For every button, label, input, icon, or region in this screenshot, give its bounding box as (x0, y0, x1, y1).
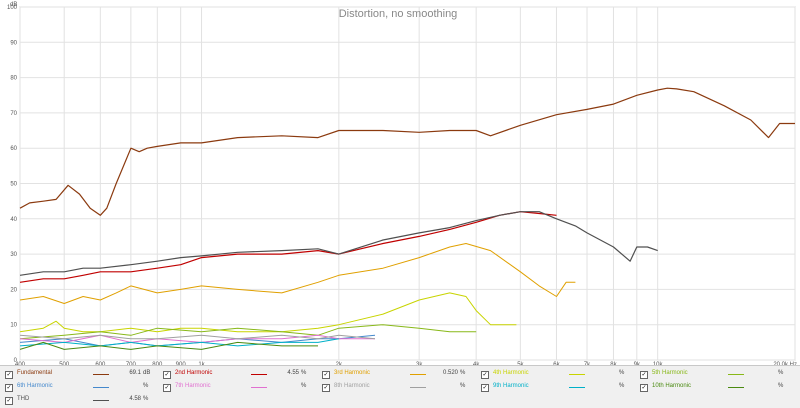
legend-item[interactable]: ✓ 3rd Harmonic 0.520% (322, 368, 477, 381)
legend-value: 4.55 (287, 370, 299, 376)
legend-checkbox[interactable]: ✓ (640, 384, 648, 392)
y-tick-label: 30 (10, 252, 17, 258)
legend-series-name: 4th Harmonic (493, 370, 529, 376)
series-line-10th-harmonic (19, 341, 318, 350)
legend-series-name: 8th Harmonic (334, 383, 370, 389)
legend-unit: % (619, 370, 625, 376)
legend-series-name: 7th Harmonic (175, 383, 211, 389)
x-tick-label: 8k (610, 362, 617, 365)
x-tick-label: 6k (553, 362, 560, 365)
series-line-5th-harmonic (19, 324, 477, 340)
series-line-thd (19, 211, 658, 276)
x-tick-label: 9k (634, 362, 641, 365)
chart-title: Distortion, no smoothing (339, 8, 458, 20)
legend-line-swatch (93, 387, 109, 388)
legend-value: 0.520 (442, 370, 458, 376)
legend-line-swatch (251, 374, 267, 375)
y-tick-label: 0 (14, 358, 18, 364)
legend-series-name: Fundamental (17, 370, 53, 376)
legend-item[interactable]: ✓ 2nd Harmonic 4.55% (163, 368, 318, 381)
series-line-8th-harmonic (19, 334, 376, 340)
legend-checkbox[interactable]: ✓ (5, 397, 13, 405)
legend-value: 69.1 (129, 370, 141, 376)
legend-line-swatch (251, 387, 267, 388)
x-tick-label: 7k (584, 362, 591, 365)
legend-unit: dB (143, 370, 151, 376)
x-tick-label: 500 (59, 362, 70, 365)
y-tick-label: 10 (10, 323, 17, 329)
legend-unit: % (778, 383, 784, 389)
y-tick-label: 100 (7, 5, 18, 11)
legend-series-name: 3rd Harmonic (334, 370, 371, 376)
series-line-9th-harmonic (19, 338, 339, 347)
x-tick-label: 900 (176, 362, 187, 365)
legend-checkbox[interactable]: ✓ (163, 384, 171, 392)
legend-item[interactable]: ✓ 8th Harmonic% (322, 381, 477, 394)
y-tick-label: 70 (10, 111, 17, 117)
legend-checkbox[interactable]: ✓ (322, 371, 330, 379)
legend-series-name: 2nd Harmonic (175, 370, 213, 376)
legend-item[interactable]: ✓ 5th Harmonic% (640, 368, 795, 381)
legend-line-swatch (569, 387, 585, 388)
x-tick-label: 3k (416, 362, 423, 365)
y-axis-unit: dB (10, 2, 17, 8)
legend-checkbox[interactable]: ✓ (481, 371, 489, 379)
legend-checkbox[interactable]: ✓ (5, 371, 13, 379)
x-tick-label: 2k (336, 362, 343, 365)
y-tick-label: 60 (10, 146, 17, 152)
legend-unit: % (460, 383, 466, 389)
legend-unit: % (143, 396, 149, 402)
x-tick-label: 700 (126, 362, 137, 365)
legend-line-swatch (728, 387, 744, 388)
legend-series-name: THD (17, 396, 30, 402)
legend-item[interactable]: ✓ 10th Harmonic% (640, 381, 795, 394)
x-tick-label: 800 (152, 362, 163, 365)
x-tick-label: 1k (198, 362, 205, 365)
y-tick-label: 20 (10, 287, 17, 293)
legend-item[interactable]: ✓ 6th Harmonic% (5, 381, 160, 394)
legend-checkbox[interactable]: ✓ (5, 384, 13, 392)
series-line-4th-harmonic (19, 292, 517, 333)
legend-line-swatch (728, 374, 744, 375)
legend-item[interactable]: ✓ 9th Harmonic% (481, 381, 636, 394)
series-line-fundamental (19, 87, 795, 216)
legend-unit: % (619, 383, 625, 389)
legend-line-swatch (93, 374, 109, 375)
legend-checkbox[interactable]: ✓ (163, 371, 171, 379)
y-tick-label: 90 (10, 40, 17, 46)
y-tick-label: 80 (10, 76, 17, 82)
legend-line-swatch (569, 374, 585, 375)
legend-checkbox[interactable]: ✓ (481, 384, 489, 392)
y-tick-label: 50 (10, 182, 17, 188)
legend-line-swatch (93, 400, 109, 401)
legend-series-name: 10th Harmonic (652, 383, 692, 389)
legend-series-name: 6th Harmonic (17, 383, 53, 389)
y-tick-label: 40 (10, 217, 17, 223)
legend-item[interactable]: ✓ Fundamental 69.1 dB (5, 368, 160, 381)
legend-item[interactable]: ✓ 7th Harmonic% (163, 381, 318, 394)
x-tick-label: 4k (473, 362, 480, 365)
legend-series-name: 9th Harmonic (493, 383, 529, 389)
legend-item[interactable]: ✓ 4th Harmonic% (481, 368, 636, 381)
legend-value: 4.58 (129, 396, 141, 402)
legend-series-name: 5th Harmonic (652, 370, 688, 376)
x-tick-label: 400 (15, 362, 26, 365)
legend-unit: % (301, 383, 307, 389)
x-tick-label: 600 (95, 362, 106, 365)
legend-item[interactable]: ✓ THD 4.58% (5, 394, 160, 407)
x-tick-label: 5k (517, 362, 524, 365)
legend-unit: % (460, 370, 466, 376)
legend-unit: % (301, 370, 307, 376)
legend-unit: % (143, 383, 149, 389)
legend-line-swatch (410, 387, 426, 388)
x-tick-label: 10k (653, 362, 664, 365)
legend-panel: ✓ Fundamental 69.1 dB ✓ 2nd Harmonic 4.55% ✓ 3rd… (0, 365, 800, 408)
legend-unit: % (778, 370, 784, 376)
legend-checkbox[interactable]: ✓ (640, 371, 648, 379)
legend-checkbox[interactable]: ✓ (322, 384, 330, 392)
legend-line-swatch (410, 374, 426, 375)
series-line-3rd-harmonic (19, 243, 576, 304)
x-tick-label: 20.0k Hz (773, 362, 797, 365)
